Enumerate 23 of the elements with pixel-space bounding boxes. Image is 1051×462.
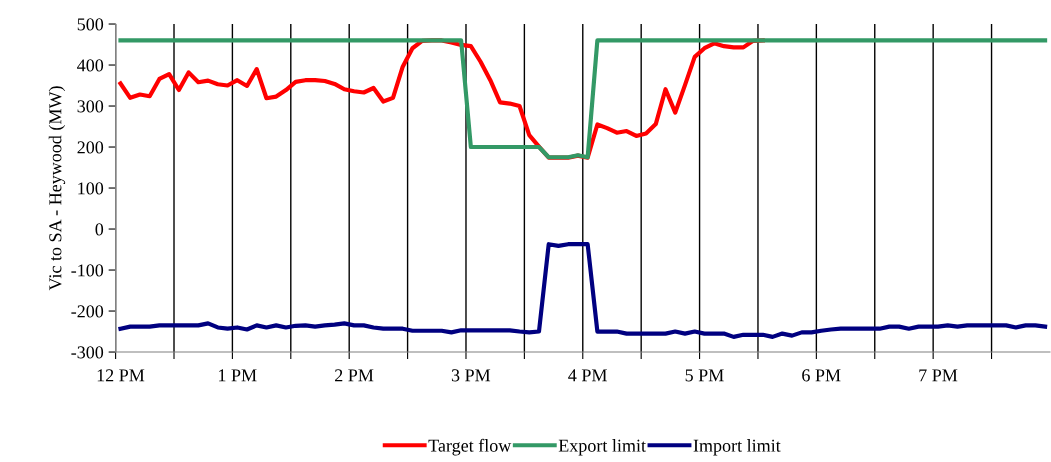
y-tick-label: 400 — [77, 59, 104, 72]
y-tick-label: 200 — [77, 141, 104, 154]
x-tick-label: 1 PM — [219, 369, 257, 382]
legend-label: Target flow — [428, 438, 512, 456]
y-tick-label: -300 — [71, 346, 104, 359]
y-tick-label: 500 — [77, 18, 104, 31]
y-tick-label: 0 — [95, 223, 104, 236]
y-tick-label: -200 — [71, 305, 104, 318]
legend-label: Export limit — [558, 439, 646, 456]
y-tick-label: 100 — [78, 182, 104, 195]
legend-label: Import limit — [693, 439, 781, 456]
x-tick-label: 4 PM — [568, 369, 607, 382]
x-tick-label: 2 PM — [335, 369, 374, 382]
y-tick-label: -100 — [71, 264, 104, 277]
x-tick-label: 5 PM — [685, 369, 724, 382]
y-axis-title: Vic to SA - Heywood (MW) — [48, 86, 66, 291]
x-tick-label: 7 PM — [919, 369, 958, 382]
y-tick-label: 300 — [77, 100, 104, 113]
line-series — [118, 38, 1048, 160]
x-tick-label: 12 PM — [97, 369, 145, 382]
x-tick-label: 3 PM — [451, 369, 491, 382]
line-series — [118, 242, 1048, 339]
x-tick-label: 6 PM — [802, 369, 841, 382]
